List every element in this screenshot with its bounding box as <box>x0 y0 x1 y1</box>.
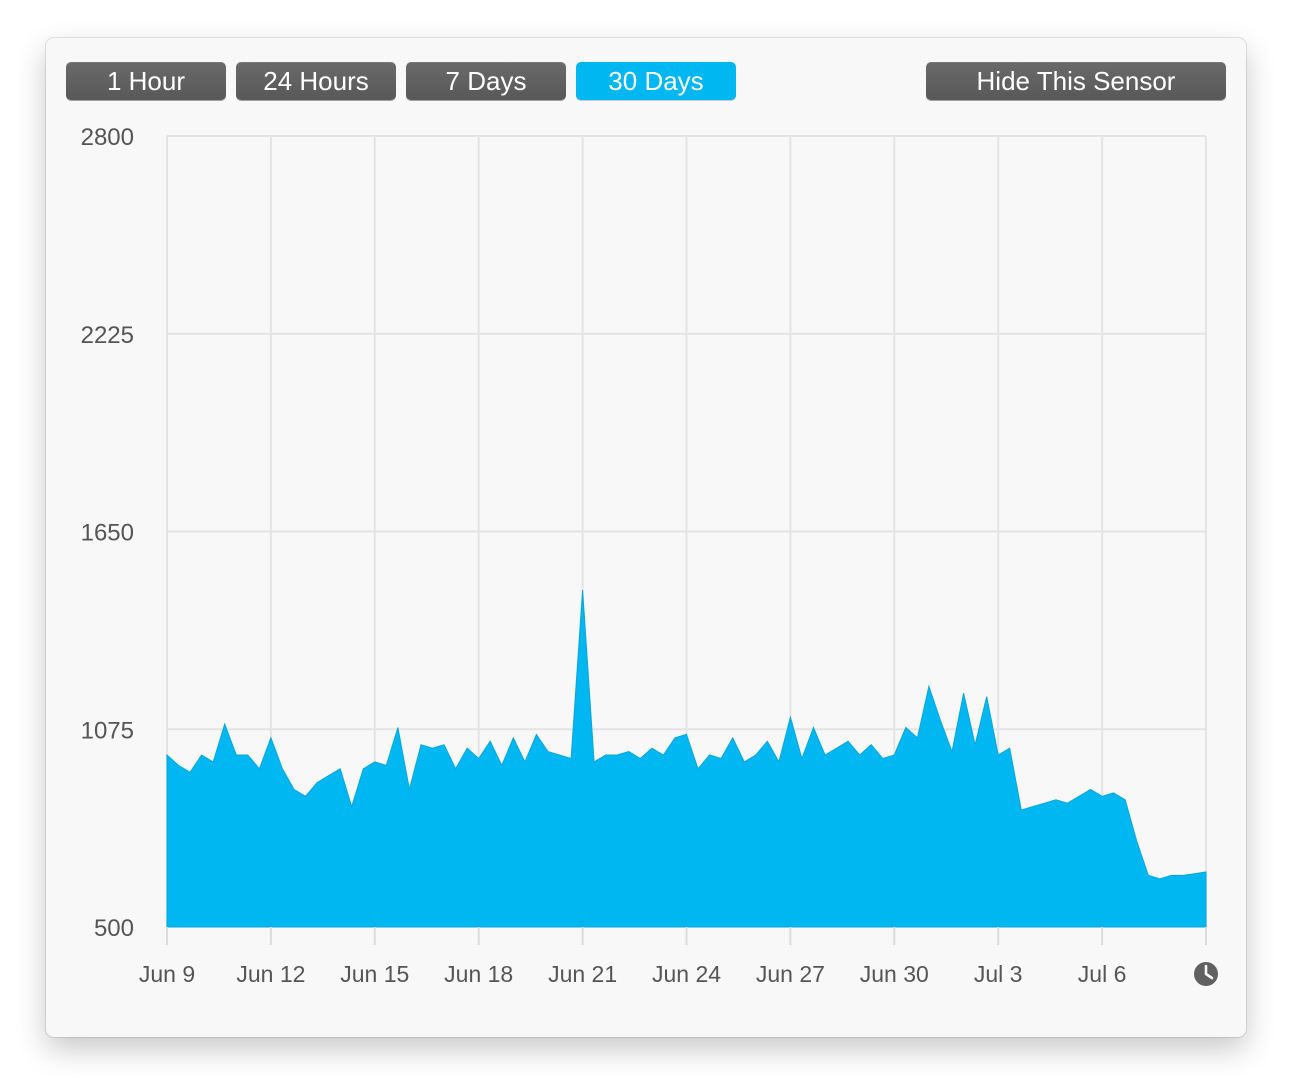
x-tick-label: Jun 27 <box>756 961 825 987</box>
range-button-24-hours[interactable]: 24 Hours <box>236 62 396 100</box>
y-tick-label: 1650 <box>81 520 134 547</box>
x-tick-label: Jun 9 <box>139 961 195 987</box>
data-series-area <box>166 589 1207 928</box>
x-tick-label: Jun 21 <box>548 961 617 987</box>
sensor-chart: 500 1075 1650 2225 2800 Jun 9 Jun 12 Jun 15 Jun … <box>81 124 1218 987</box>
sensor-window: 1 Hour 24 Hours 7 Days 30 Days Hide This… <box>46 38 1246 1037</box>
x-tick-label: Jul 6 <box>1078 961 1127 987</box>
range-button-30-days[interactable]: 30 Days <box>576 62 736 100</box>
x-tick-label: Jun 24 <box>652 961 721 987</box>
chart-axes: 500 1075 1650 2225 2800 Jun 9 Jun 12 Jun 15 Jun … <box>81 124 1207 987</box>
x-tick-label: Jun 30 <box>860 961 929 987</box>
y-tick-label: 1075 <box>81 717 134 744</box>
x-tick-label: Jun 12 <box>236 961 305 987</box>
x-tick-label: Jun 18 <box>444 961 513 987</box>
y-tick-label: 500 <box>94 915 134 942</box>
y-tick-label: 2800 <box>81 124 134 151</box>
range-button-7-days[interactable]: 7 Days <box>406 62 566 100</box>
clock-icon[interactable] <box>1194 962 1218 986</box>
range-button-1-hour[interactable]: 1 Hour <box>66 62 226 100</box>
x-tick-label: Jul 3 <box>974 961 1023 987</box>
hide-sensor-button[interactable]: Hide This Sensor <box>926 62 1226 100</box>
x-tick-label: Jun 15 <box>340 961 409 987</box>
y-tick-label: 2225 <box>81 322 134 349</box>
